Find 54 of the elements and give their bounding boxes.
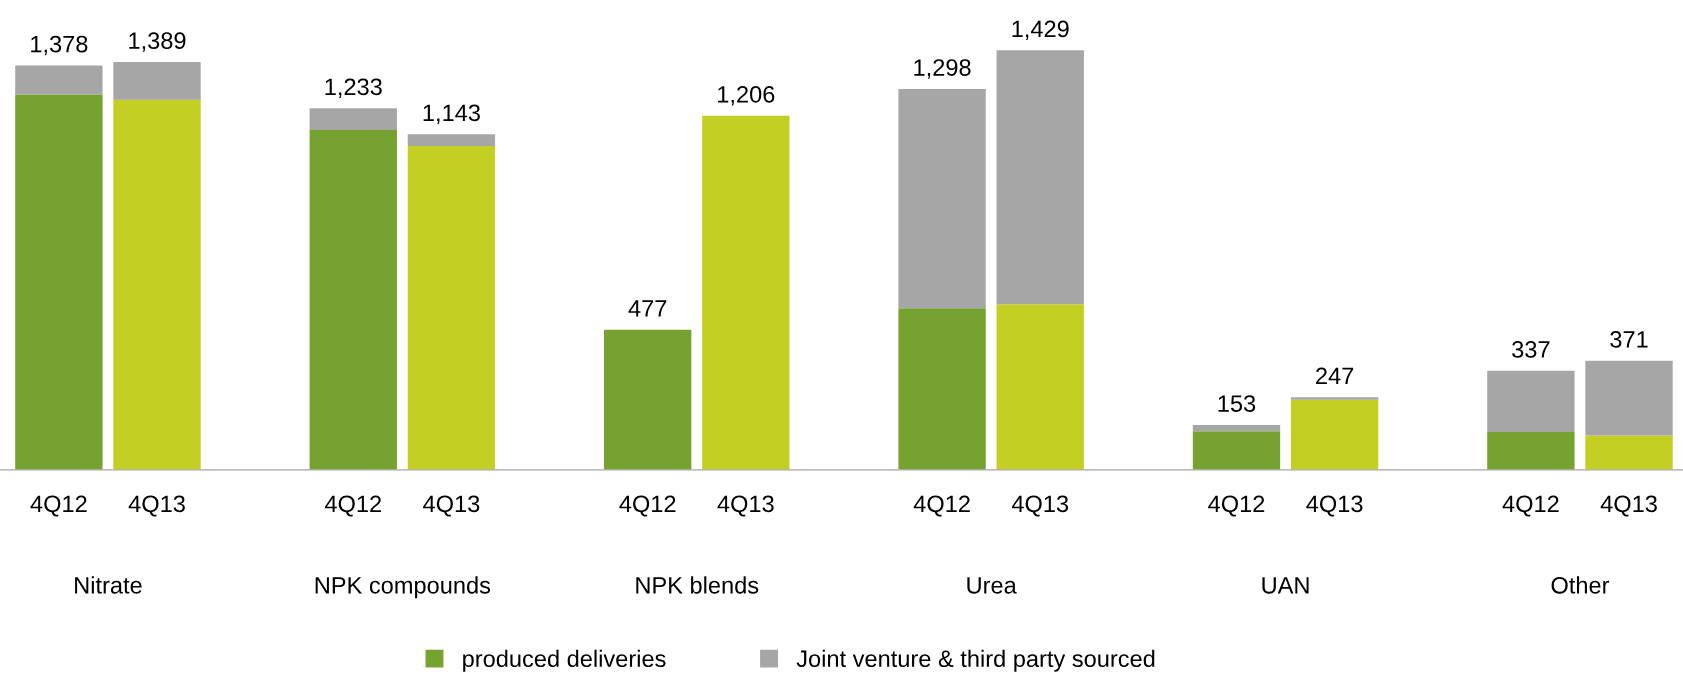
bar: [407, 134, 496, 146]
text: Urea: [967, 577, 1017, 594]
bar: [996, 50, 1084, 305]
bar: [407, 145, 496, 470]
bar: [1487, 370, 1575, 433]
legend-label: Joint venture & third party sourced: [796, 649, 1155, 672]
annotation: 371: [1610, 331, 1648, 348]
bar: [1585, 360, 1673, 436]
x-tick-label: 4Q13: [717, 495, 774, 517]
bar: [1192, 424, 1281, 432]
x-tick-label: 4Q13: [128, 495, 185, 517]
bar: [996, 304, 1084, 470]
bar: [604, 329, 692, 470]
annotation: 1,378: [31, 35, 88, 56]
x-tick-label: 4Q13: [1306, 495, 1363, 517]
bar: [309, 130, 397, 470]
annotation: 1,389: [129, 32, 186, 52]
x-tick-label: 4Q13: [1011, 495, 1069, 517]
x-tick-label: 4Q13: [1600, 495, 1657, 517]
bar: [113, 99, 201, 470]
text: UAN: [1262, 577, 1309, 594]
bar: [113, 62, 201, 100]
annotation: 477: [628, 300, 667, 317]
x-tick-label: 4Q12: [619, 495, 676, 517]
x-tick-label: 4Q12: [30, 495, 87, 517]
bar: [1585, 435, 1673, 470]
annotation: 1,298: [914, 59, 971, 79]
bar: [15, 94, 103, 470]
bar: [15, 65, 103, 95]
text: Nitrate: [75, 576, 142, 594]
text: NPK compounds: [315, 576, 491, 599]
bar: [1290, 397, 1379, 400]
bar: [1192, 431, 1281, 470]
bar: [1290, 399, 1379, 470]
annotation: 1,143: [423, 104, 480, 124]
annotation: 1,206: [718, 86, 775, 106]
bar: [898, 308, 986, 470]
text: Other: [1551, 576, 1610, 594]
annotation: 337: [1512, 341, 1550, 358]
bar: [309, 108, 397, 131]
bar: [898, 88, 986, 309]
bar: [1487, 432, 1575, 470]
annotation: 1,233: [325, 78, 382, 98]
annotation: 153: [1218, 395, 1256, 412]
annotation: 247: [1316, 367, 1354, 384]
x-tick-label: 4Q12: [1208, 495, 1265, 517]
bar: [702, 115, 790, 470]
x-tick-label: 4Q13: [423, 495, 480, 517]
x-tick-label: 4Q12: [1502, 495, 1559, 517]
annotation: 1,429: [1012, 20, 1069, 41]
x-tick-label: 4Q12: [913, 495, 970, 517]
text: NPK blends: [636, 576, 759, 594]
legend-label: produced deliveries: [463, 649, 666, 672]
x-tick-label: 4Q12: [324, 495, 381, 517]
